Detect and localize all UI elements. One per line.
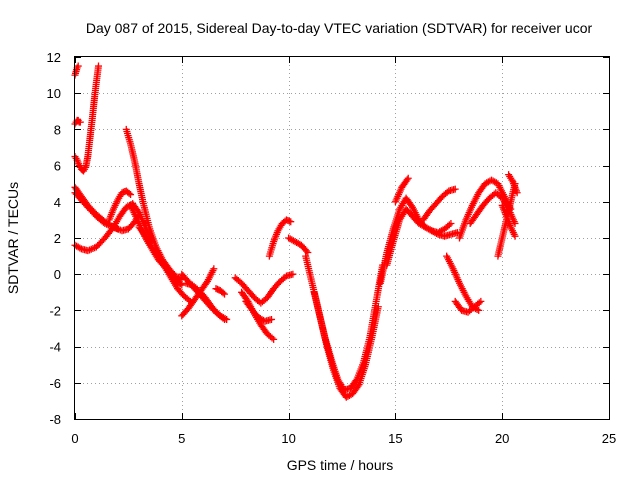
data-point <box>219 289 227 297</box>
plot-frame <box>74 56 610 420</box>
y-tick-label: 2 <box>54 231 61 246</box>
y-tick-label: -4 <box>49 340 61 355</box>
data-point <box>304 248 312 256</box>
y-tick-label: -2 <box>49 303 61 318</box>
data-point <box>127 191 135 199</box>
data-points <box>71 62 521 401</box>
data-point <box>94 62 102 70</box>
data-point <box>287 218 295 226</box>
data-point <box>76 118 84 126</box>
data-point <box>477 297 485 305</box>
data-point <box>404 174 412 182</box>
x-axis-label: GPS time / hours <box>287 457 394 473</box>
x-tick-label: 20 <box>495 431 509 446</box>
grid-lines <box>75 57 609 419</box>
y-tick-label: 6 <box>54 159 61 174</box>
chart-title: Day 087 of 2015, Sidereal Day-to-day VTE… <box>86 20 593 36</box>
y-axis-label: SDTVAR / TECUs <box>5 182 21 294</box>
y-tick-label: 4 <box>54 195 61 210</box>
data-point <box>433 229 441 237</box>
data-point <box>289 270 297 278</box>
data-point <box>451 185 459 193</box>
data-point <box>185 296 193 304</box>
x-tick-label: 25 <box>602 431 616 446</box>
x-tick-label: 10 <box>281 431 295 446</box>
y-tick-label: 12 <box>47 50 61 65</box>
data-point <box>74 62 82 70</box>
data-point <box>374 303 382 311</box>
data-point <box>268 315 276 323</box>
data-point <box>475 299 483 307</box>
data-point <box>475 306 483 314</box>
data-point <box>447 220 455 228</box>
y-tick-label: -6 <box>49 376 61 391</box>
data-point <box>513 189 521 197</box>
y-tick-label: -8 <box>49 412 61 427</box>
y-tick-label: 8 <box>54 122 61 137</box>
data-point <box>403 176 411 184</box>
data-point <box>210 265 218 273</box>
y-tick-label: 0 <box>54 267 61 282</box>
data-point <box>221 290 229 298</box>
data-point <box>445 221 453 229</box>
x-tick-label: 0 <box>71 431 78 446</box>
data-point <box>178 281 186 289</box>
axis-ticks <box>75 57 610 420</box>
tick-labels: 0 5 10 15 20 25 -8 -6 -4 -2 0 2 4 6 8 10 12 <box>47 50 617 446</box>
data-point <box>221 315 229 323</box>
data-point <box>219 314 227 322</box>
x-tick-label: 15 <box>388 431 402 446</box>
data-point <box>76 244 84 252</box>
data-point <box>511 232 519 240</box>
x-tick-label: 5 <box>178 431 185 446</box>
y-tick-label: 10 <box>47 86 61 101</box>
data-point <box>270 335 278 343</box>
data-point <box>268 334 276 342</box>
data-point <box>303 247 311 255</box>
data-point <box>125 189 133 197</box>
